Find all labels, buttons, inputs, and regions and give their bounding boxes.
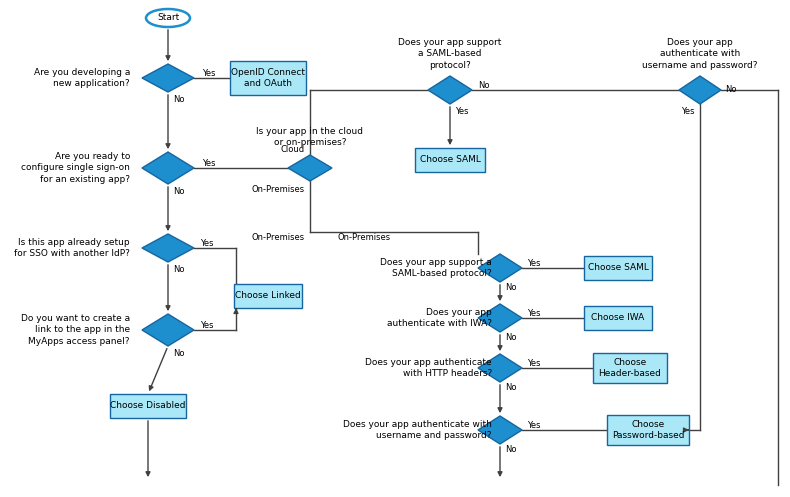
FancyBboxPatch shape	[584, 256, 652, 280]
Ellipse shape	[146, 9, 190, 27]
Text: Choose
Header-based: Choose Header-based	[599, 358, 661, 378]
Text: Is your app in the cloud
or on-premises?: Is your app in the cloud or on-premises?	[257, 127, 363, 147]
Text: Are you developing a
new application?: Are you developing a new application?	[34, 68, 130, 88]
Text: Choose SAML: Choose SAML	[419, 156, 480, 165]
Text: Cloud: Cloud	[281, 146, 305, 155]
Text: Choose Disabled: Choose Disabled	[111, 402, 186, 411]
Text: Yes: Yes	[527, 309, 540, 318]
Text: Yes: Yes	[202, 159, 216, 167]
Polygon shape	[288, 155, 332, 181]
Polygon shape	[478, 304, 522, 332]
FancyBboxPatch shape	[607, 415, 689, 445]
Text: Does your app authenticate
with HTTP headers?: Does your app authenticate with HTTP hea…	[365, 358, 492, 378]
Polygon shape	[142, 234, 194, 262]
FancyBboxPatch shape	[584, 306, 652, 330]
Polygon shape	[478, 254, 522, 282]
Text: Choose IWA: Choose IWA	[592, 314, 645, 323]
Polygon shape	[679, 76, 721, 104]
Text: No: No	[173, 264, 185, 273]
Text: Are you ready to
configure single sign-on
for an existing app?: Are you ready to configure single sign-o…	[21, 153, 130, 183]
Text: Start: Start	[157, 13, 179, 22]
Polygon shape	[142, 64, 194, 92]
Text: No: No	[505, 445, 517, 454]
Text: On-Premises: On-Premises	[338, 234, 391, 243]
Text: Do you want to create a
link to the app in the
MyApps access panel?: Do you want to create a link to the app …	[21, 315, 130, 345]
Polygon shape	[142, 314, 194, 346]
Text: Yes: Yes	[527, 358, 540, 367]
Text: Yes: Yes	[455, 106, 468, 115]
Text: OpenID Connect
and OAuth: OpenID Connect and OAuth	[231, 68, 305, 88]
Text: Yes: Yes	[527, 420, 540, 429]
Polygon shape	[478, 416, 522, 444]
Text: Yes: Yes	[200, 239, 213, 248]
Text: No: No	[725, 85, 736, 94]
Polygon shape	[428, 76, 472, 104]
Text: No: No	[173, 348, 185, 357]
Text: Does your app
authenticate with
username and password?: Does your app authenticate with username…	[642, 38, 758, 70]
FancyBboxPatch shape	[110, 394, 186, 418]
Text: Does your app support
a SAML-based
protocol?: Does your app support a SAML-based proto…	[398, 38, 502, 70]
FancyBboxPatch shape	[415, 148, 485, 172]
Text: On-Premises: On-Premises	[252, 184, 305, 193]
Text: No: No	[505, 333, 517, 342]
Text: No: No	[505, 283, 517, 293]
Text: No: No	[505, 384, 517, 393]
Text: On-Premises: On-Premises	[252, 233, 305, 242]
Text: Yes: Yes	[682, 106, 695, 115]
Text: Choose Linked: Choose Linked	[235, 292, 301, 301]
Text: Does your app authenticate with
username and password?: Does your app authenticate with username…	[343, 420, 492, 440]
Text: Does your app support a
SAML-based protocol?: Does your app support a SAML-based proto…	[380, 258, 492, 278]
FancyBboxPatch shape	[230, 61, 306, 95]
Text: Is this app already setup
for SSO with another IdP?: Is this app already setup for SSO with a…	[14, 238, 130, 258]
Text: No: No	[173, 186, 185, 195]
Text: Choose SAML: Choose SAML	[588, 263, 649, 272]
Text: Does your app
authenticate with IWA?: Does your app authenticate with IWA?	[387, 308, 492, 328]
Polygon shape	[142, 152, 194, 184]
Text: Yes: Yes	[202, 69, 216, 78]
Text: Yes: Yes	[527, 258, 540, 267]
Polygon shape	[478, 354, 522, 382]
FancyBboxPatch shape	[234, 284, 302, 308]
Text: No: No	[478, 81, 490, 89]
Text: Choose
Password-based: Choose Password-based	[611, 420, 684, 440]
Text: Yes: Yes	[200, 321, 213, 330]
FancyBboxPatch shape	[593, 353, 667, 383]
Text: No: No	[173, 94, 185, 103]
